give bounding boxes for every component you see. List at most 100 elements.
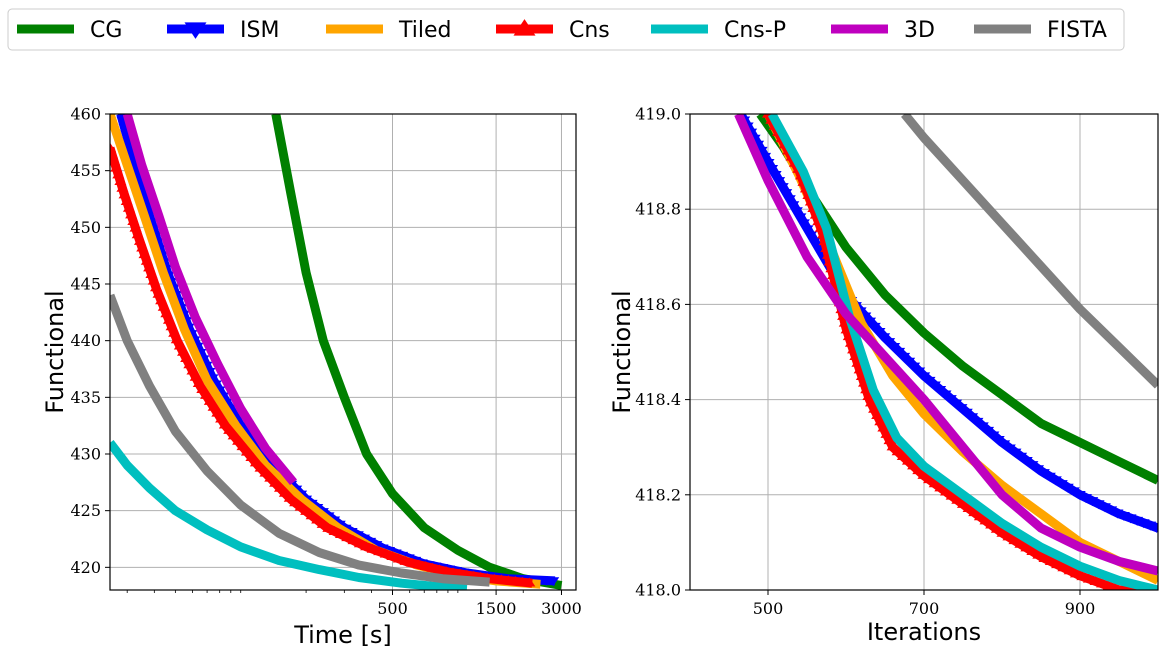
series-line-3d [734, 114, 1158, 576]
legend-entry-cns-p: Cns-P [651, 18, 786, 43]
series-line-cns-p [767, 114, 1158, 590]
series-marker-cns [862, 390, 875, 400]
series-marker-ism [797, 219, 810, 229]
series-marker-ism [878, 333, 891, 343]
series-marker-cns [149, 282, 162, 292]
series-marker-ism [918, 372, 931, 382]
series-marker-cns [236, 441, 249, 451]
series-marker-cns [990, 523, 1003, 533]
series-marker-cns [939, 486, 952, 496]
series-marker-cns [112, 169, 125, 179]
series-marker-ism [987, 431, 1000, 441]
legend-label-cns-p: Cns-P [724, 18, 786, 43]
series-marker-ism [808, 237, 821, 247]
legend-entry-3d: 3D [831, 18, 935, 43]
series-marker-cns [366, 543, 379, 553]
left-y-tick-label: 430 [70, 445, 101, 464]
series-marker-cns [1051, 559, 1064, 569]
series-marker-ism [1092, 500, 1105, 510]
series-marker-cns [360, 541, 373, 551]
series-marker-cns [162, 314, 175, 324]
series-marker-ism [1117, 512, 1130, 522]
right-y-tick-label: 418.4 [635, 390, 681, 409]
series-marker-cns [1014, 538, 1027, 548]
series-marker-ism [773, 177, 786, 187]
series-marker-ism [776, 183, 789, 193]
series-marker-cns [426, 562, 439, 572]
series-marker-ism [1150, 524, 1158, 534]
series-marker-cns [413, 559, 426, 569]
series-marker-ism [794, 213, 807, 223]
series-marker-cns [956, 498, 969, 508]
series-marker-ism [868, 322, 881, 332]
series-marker-cns [917, 469, 930, 479]
series-marker-cns [1089, 575, 1102, 585]
series-marker-ism [780, 189, 793, 199]
series-marker-ism [801, 225, 814, 235]
series-marker-ism [1043, 472, 1056, 482]
series-marker-ism [966, 413, 979, 423]
series-marker-cns [923, 474, 936, 484]
left-y-axis-title: Functional [41, 290, 69, 413]
series-marker-cns [120, 196, 133, 206]
series-marker-ism [787, 201, 800, 211]
series-marker-cns [283, 492, 296, 502]
legend-label-cg: CG [90, 18, 122, 43]
legend-label-tiled: Tiled [398, 18, 452, 43]
series-marker-cns [928, 478, 941, 488]
left-x-tick-label: 500 [377, 599, 408, 618]
series-marker-cns [196, 384, 209, 394]
legend-label-cns: Cns [569, 18, 610, 43]
legend-entry-tiled: Tiled [326, 18, 452, 43]
series-marker-ism [883, 338, 896, 348]
right-x-tick-label: 700 [909, 599, 940, 618]
series-marker-ism [1049, 476, 1062, 486]
series-marker-cns [962, 502, 975, 512]
series-marker-ism [1111, 509, 1124, 519]
series-fista [901, 114, 1158, 389]
series-marker-ism [934, 386, 947, 396]
left-x-tick-label: 3000 [541, 599, 582, 618]
series-marker-cns [223, 424, 236, 434]
series-marker-ism [1037, 469, 1050, 479]
series-marker-cns [118, 189, 131, 199]
series-marker-cns [114, 176, 127, 186]
series-cg [756, 114, 1158, 485]
series-line-cg [756, 114, 1158, 485]
series-marker-ism [762, 158, 775, 168]
left-y-tick-label: 435 [70, 388, 101, 407]
series-marker-cns [523, 577, 536, 587]
series-marker-cns [110, 142, 116, 152]
series-marker-ism [790, 207, 803, 217]
series-marker-cns [1082, 573, 1095, 583]
series-marker-ism [1032, 465, 1045, 475]
right-y-tick-label: 419.0 [635, 105, 681, 124]
left-y-tick-label: 445 [70, 275, 101, 294]
series-marker-cns [985, 519, 998, 529]
series-marker-cns [912, 465, 925, 475]
series-marker-cns [232, 435, 245, 445]
series-marker-ism [982, 426, 995, 436]
series-marker-cns [973, 511, 986, 521]
legend-entry-cg: CG [17, 18, 122, 43]
series-marker-cns [373, 546, 386, 556]
series-marker-cns [110, 162, 123, 172]
series-marker-ism [903, 357, 916, 367]
series-marker-ism [971, 417, 984, 427]
legend-label-ism: ISM [240, 18, 279, 43]
series-marker-ism [893, 347, 906, 357]
series-marker-cns [278, 487, 291, 497]
legend: CG ISM Tiled Cns Cns-P 3D FISTA [7, 8, 1125, 51]
series-marker-cns [305, 510, 318, 520]
left-y-tick-label: 455 [70, 161, 101, 180]
left-x-axis-title: Time [s] [293, 621, 392, 649]
series-marker-ism [766, 165, 779, 175]
series-marker-cns [136, 242, 149, 252]
series-marker-cns [160, 308, 173, 318]
series-line-cns-p [110, 439, 468, 590]
series-marker-cns [1020, 542, 1033, 552]
left-y-tick-label: 450 [70, 218, 101, 237]
series-marker-cns [386, 551, 399, 561]
series-marker-ism [873, 328, 886, 338]
series-cns [110, 142, 536, 588]
